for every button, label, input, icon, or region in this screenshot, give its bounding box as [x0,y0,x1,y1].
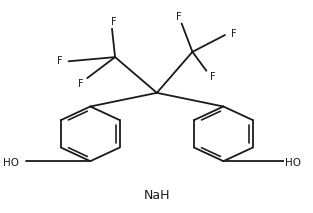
Text: F: F [111,17,116,27]
Text: HO: HO [285,158,301,168]
Text: F: F [78,79,84,89]
Text: F: F [231,29,236,39]
Text: NaH: NaH [144,189,170,202]
Text: HO: HO [3,158,19,168]
Text: F: F [176,12,182,22]
Text: F: F [210,72,216,82]
Text: F: F [57,56,62,66]
